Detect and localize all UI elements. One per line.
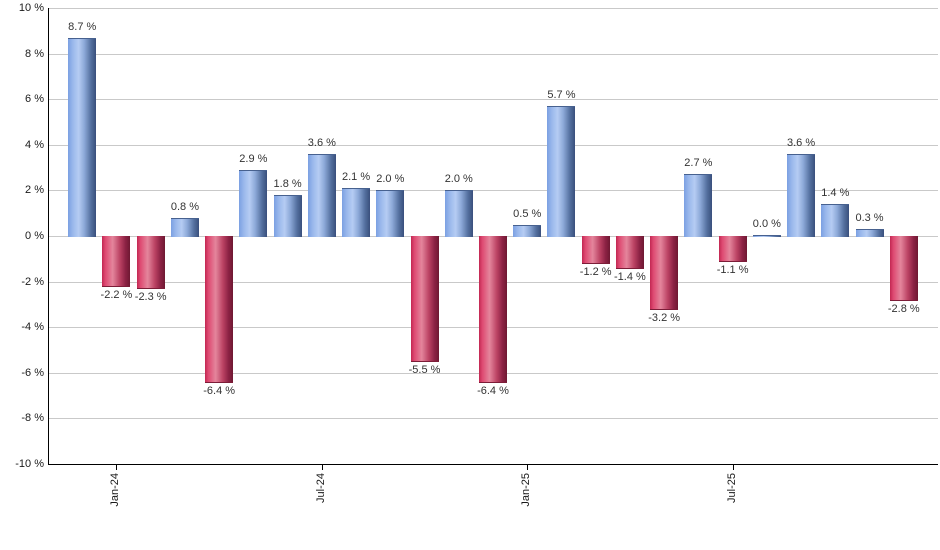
bar-positive: [239, 169, 268, 237]
x-axis-tick: [321, 464, 323, 470]
bar-value-label: -6.4 %: [203, 384, 236, 397]
gridline: [48, 53, 938, 55]
x-axis-tick: [527, 464, 529, 470]
bar-value-label: -6.4 %: [477, 384, 509, 397]
bar-positive: [273, 194, 302, 237]
bar-value-label: 5.7 %: [547, 89, 576, 102]
bar-value-label: 0.5 %: [513, 207, 542, 220]
y-axis-tick-label: 4 %: [25, 138, 44, 151]
y-axis-tick-label: 6 %: [25, 93, 44, 106]
bar-negative: [889, 236, 918, 301]
bar-negative: [650, 236, 679, 310]
bar-positive: [170, 217, 199, 237]
x-axis-tick-label: Jan-25: [520, 473, 533, 507]
bar-value-label: -5.5 %: [408, 364, 441, 377]
bar-negative: [205, 236, 234, 383]
bar-positive: [444, 190, 473, 237]
y-axis-tick-label: -2 %: [21, 275, 44, 288]
bar-negative: [615, 236, 644, 269]
bar-value-label: 0.8 %: [170, 200, 199, 213]
bar-value-label: -3.2 %: [648, 311, 681, 324]
y-axis-tick-label: -10 %: [15, 458, 44, 470]
bar-value-label: 2.7 %: [684, 157, 713, 170]
bar-value-label: 8.7 %: [68, 20, 97, 33]
bar-positive: [787, 153, 816, 237]
y-axis-tick-label: 10 %: [18, 2, 44, 14]
bar-positive: [547, 106, 576, 237]
bar-value-label: 2.0 %: [444, 173, 473, 186]
gridline: [48, 190, 938, 192]
y-axis-tick-label: 2 %: [25, 184, 44, 197]
bar-value-label: 2.9 %: [239, 152, 268, 165]
bar-positive: [342, 188, 371, 237]
bar-negative: [102, 236, 131, 288]
y-axis-line: [48, 8, 49, 465]
gridline: [48, 144, 938, 146]
x-axis-tick-label: Jul-25: [725, 473, 738, 503]
bar-value-label: 0.3 %: [855, 212, 884, 225]
x-axis-line: [48, 464, 938, 465]
bar-negative: [479, 236, 507, 383]
bar-value-label: -2.2 %: [100, 289, 133, 302]
bar-value-label: -1.4 %: [614, 270, 646, 283]
bar-value-label: 0.0 %: [752, 217, 781, 230]
y-axis-tick-label: -4 %: [21, 321, 44, 334]
bar-negative: [718, 236, 747, 263]
bar-positive: [684, 174, 713, 237]
x-axis-tick-label: Jul-24: [314, 473, 327, 503]
x-axis-tick: [732, 464, 734, 470]
bar-value-label: 2.1 %: [341, 171, 371, 184]
bar-negative: [581, 236, 610, 265]
bar-positive: [855, 229, 884, 237]
bar-value-label: 1.4 %: [821, 187, 850, 200]
bar-value-label: -1.2 %: [579, 266, 612, 279]
bar-value-label: -1.1 %: [716, 264, 749, 277]
x-axis-tick: [116, 464, 118, 470]
bar-value-label: 2.0 %: [376, 173, 405, 186]
bar-positive: [376, 190, 405, 237]
bar-value-label: 3.6 %: [307, 136, 336, 149]
bar-positive: [752, 234, 781, 237]
bar-positive: [68, 37, 97, 237]
bar-negative: [136, 236, 165, 290]
y-axis-tick-label: 0 %: [25, 230, 44, 242]
bar-value-label: 3.6 %: [786, 136, 816, 149]
bar-positive: [307, 153, 336, 237]
gridline: [48, 8, 938, 9]
gridline: [48, 418, 938, 420]
bar-value-label: -2.3 %: [134, 291, 167, 304]
y-axis-tick-label: 8 %: [25, 47, 44, 60]
bar-value-label: -2.8 %: [887, 302, 920, 315]
bar-value-label: 1.8 %: [273, 177, 302, 190]
y-axis-tick-label: -8 %: [21, 412, 44, 425]
y-axis-tick-label: -6 %: [21, 366, 44, 379]
gridline: [48, 99, 938, 101]
bar-positive: [513, 224, 542, 237]
x-axis-tick-label: Jan-24: [109, 473, 122, 507]
bar-positive: [821, 204, 850, 237]
bar-negative: [410, 236, 439, 363]
